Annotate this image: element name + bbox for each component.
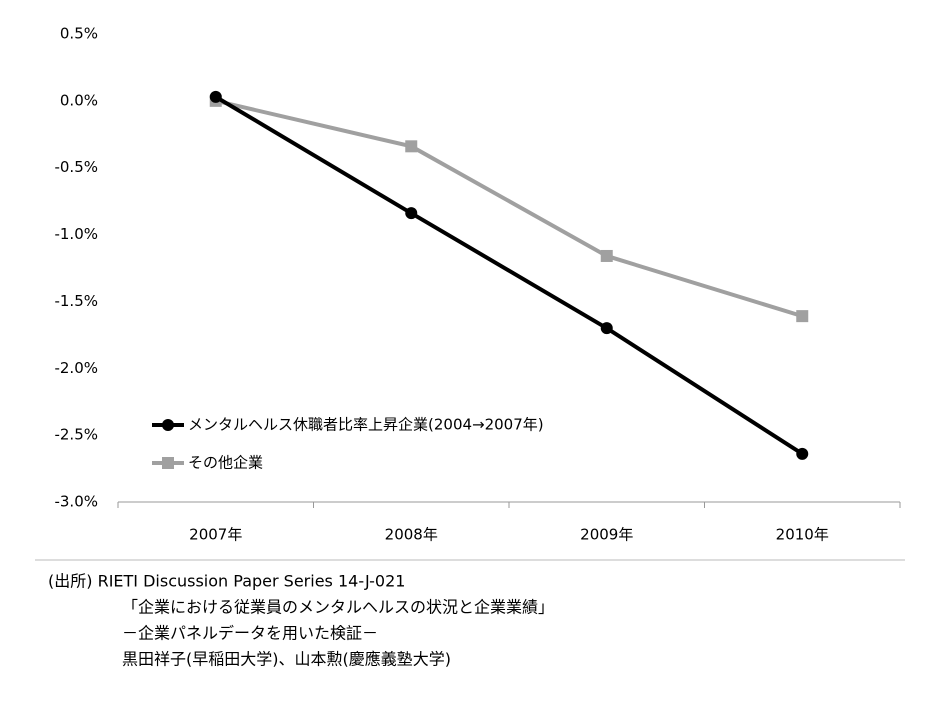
legend-marker	[162, 457, 174, 469]
source-line: 「企業における従業員のメンタルヘルスの状況と企業業績」	[122, 598, 554, 617]
point	[405, 207, 418, 220]
legend-marker	[162, 419, 174, 431]
y-tick-label: -2.0%	[54, 359, 98, 377]
point	[405, 140, 418, 153]
point	[796, 447, 809, 460]
y-tick-label: 0.0%	[60, 91, 98, 109]
series-line	[215, 98, 803, 319]
point	[796, 310, 809, 323]
y-tick-label: -1.0%	[54, 225, 98, 243]
source-line: (出所) RIETI Discussion Paper Series 14-J-…	[48, 572, 405, 591]
x-tick-label: 2009年	[580, 526, 633, 544]
x-tick-label: 2010年	[776, 526, 829, 544]
point	[600, 249, 613, 262]
y-tick-label: 0.5%	[60, 25, 98, 43]
point	[600, 322, 613, 335]
legend-label: その他企業	[188, 454, 263, 472]
y-tick-label: -3.0%	[54, 493, 98, 511]
source-line: 黒田祥子(早稲田大学)、山本勲(慶應義塾大学)	[122, 650, 451, 669]
source-line: －企業パネルデータを用いた検証－	[122, 624, 378, 643]
point	[209, 90, 222, 103]
x-tick-label: 2007年	[189, 526, 242, 544]
y-tick-label: -2.5%	[54, 426, 98, 444]
x-tick-label: 2008年	[385, 526, 438, 544]
legend-label: メンタルヘルス休職者比率上昇企業(2004→2007年)	[188, 416, 544, 434]
y-tick-label: -1.5%	[54, 292, 98, 310]
series-line	[214, 95, 804, 456]
y-tick-label: -0.5%	[54, 158, 98, 176]
